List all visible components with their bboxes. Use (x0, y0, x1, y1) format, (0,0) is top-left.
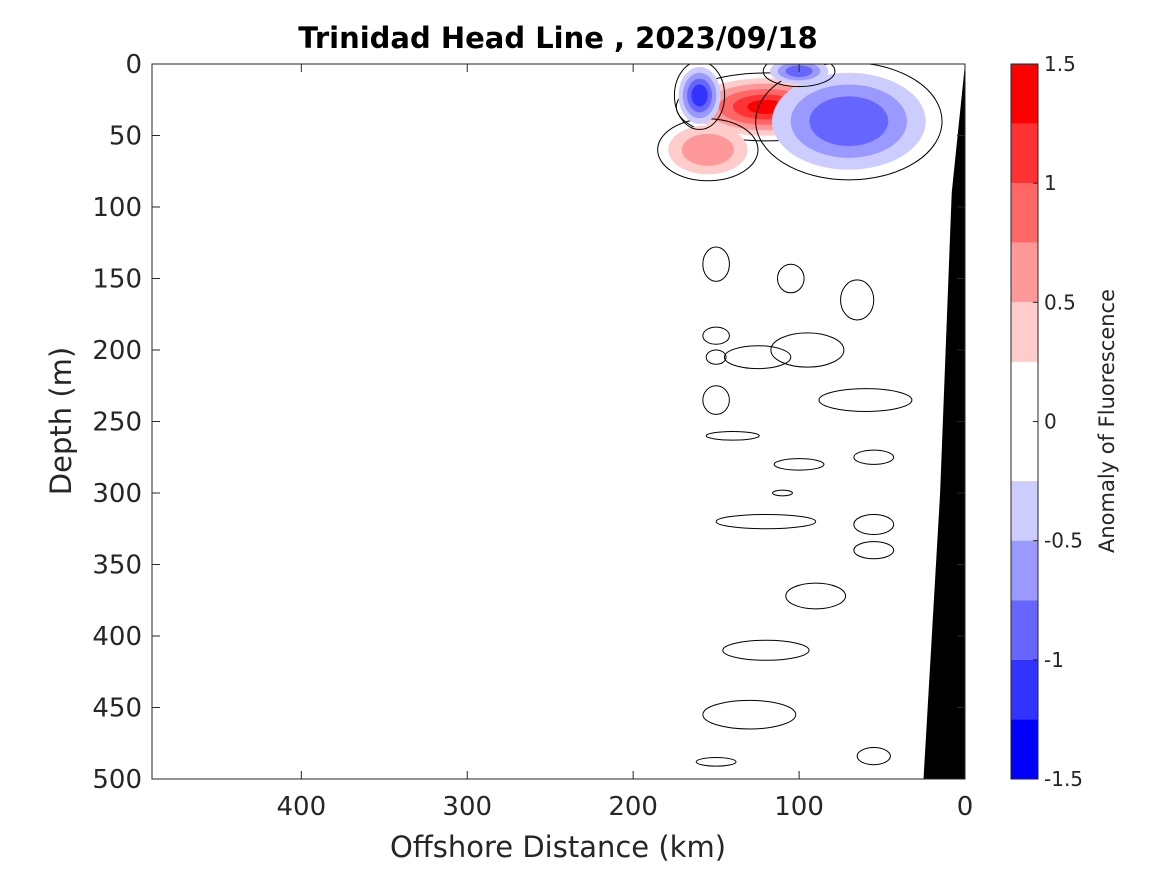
zero-contour-line (722, 639, 810, 661)
zero-contour-line (818, 388, 913, 412)
y-tick-label: 200 (92, 336, 142, 366)
colorbar-swatch (1011, 183, 1038, 243)
zero-contour-line (770, 332, 845, 368)
colorbar-swatch (1011, 481, 1038, 541)
y-tick-label: 500 (92, 765, 142, 795)
colorbar-swatch (1011, 719, 1038, 779)
zero-contour-line (762, 64, 836, 88)
x-tick-label: 0 (957, 792, 974, 822)
zero-contour-line (853, 541, 895, 560)
y-tick-label: 100 (92, 193, 142, 223)
zero-contour-line (702, 326, 730, 345)
anomaly-contour-band (809, 96, 889, 147)
zero-contour-line (777, 263, 805, 294)
y-tick-label: 50 (109, 122, 142, 152)
plot-background (152, 64, 965, 779)
colorbar-swatch (1011, 302, 1038, 362)
y-axis-title: Depth (m) (44, 347, 78, 495)
zero-contour-line (840, 279, 875, 321)
colorbar-title: Anomaly of Fluorescence (1095, 289, 1119, 553)
anomaly-contour-band (691, 84, 708, 107)
x-axis-title: Offshore Distance (km) (390, 830, 726, 864)
x-tick-label: 400 (277, 792, 327, 822)
zero-contour-line (695, 757, 737, 767)
x-axis: 400 300 200 100 0 (277, 64, 974, 822)
zero-contour-line (723, 345, 792, 370)
colorbar-swatch (1011, 600, 1038, 660)
y-tick-label: 300 (92, 479, 142, 509)
chart-title: Trinidad Head Line , 2023/09/18 (298, 21, 818, 55)
zero-contour-line (702, 385, 730, 415)
colorbar-swatch (1011, 540, 1038, 601)
plot-area (151, 63, 966, 780)
zero-contour-line (705, 349, 727, 365)
zero-contour-line (755, 64, 943, 181)
colorbar-tick-label: -1.5 (1044, 767, 1083, 791)
colorbar: 1.5 1 0.5 0 -0.5 -1 -1.5 (1010, 52, 1083, 791)
y-tick-label: 250 (92, 408, 142, 438)
colorbar-tick-label: -0.5 (1044, 529, 1083, 553)
colorbar-swatch (1011, 123, 1038, 184)
y-tick-label: 450 (92, 694, 142, 724)
zero-contour-line (785, 582, 847, 610)
zero-contour-line (702, 246, 730, 282)
colorbar-swatch (1011, 64, 1038, 124)
y-axis: 0 50 100 150 200 250 300 350 400 450 500 (92, 50, 965, 795)
colorbar-tick-label: 0 (1044, 410, 1057, 434)
zero-contour-line (705, 431, 760, 441)
x-tick-label: 300 (442, 792, 492, 822)
anomaly-contours (657, 64, 943, 767)
bathymetry-layer (923, 64, 965, 779)
y-tick-label: 150 (92, 265, 142, 295)
x-tick-label: 200 (608, 792, 658, 822)
zero-contour-line (853, 449, 895, 465)
zero-contour-line (702, 699, 797, 730)
zero-contour-line (715, 513, 817, 530)
colorbar-tick-label: 1 (1044, 171, 1057, 195)
y-tick-label: 350 (92, 551, 142, 581)
anomaly-contour-band (681, 133, 734, 166)
colorbar-swatch (1011, 242, 1038, 303)
colorbar-swatch (1011, 659, 1038, 720)
zero-contour-line (773, 458, 825, 471)
colorbar-tick-label: 0.5 (1044, 290, 1076, 314)
zero-contour-line (772, 489, 793, 497)
zero-contour-line (673, 64, 726, 130)
x-tick-label: 100 (774, 792, 824, 822)
y-tick-label: 400 (92, 622, 142, 652)
y-tick-label: 0 (125, 50, 142, 80)
zero-contour-line (856, 747, 891, 766)
colorbar-tick-label: -1 (1044, 648, 1064, 672)
bathymetry (923, 64, 965, 779)
zero-contour-line (853, 513, 895, 535)
colorbar-tick-label: 1.5 (1044, 52, 1076, 76)
